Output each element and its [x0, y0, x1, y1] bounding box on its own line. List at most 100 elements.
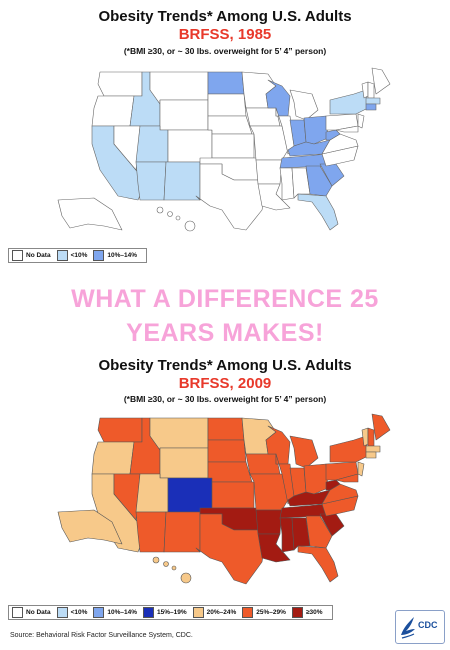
- state-il: [275, 453, 295, 505]
- legend-swatch: [291, 607, 303, 618]
- legend-label: 25%–29%: [256, 609, 286, 616]
- state-nv: [113, 125, 141, 171]
- state-mi: [289, 435, 319, 469]
- state-mt: [149, 71, 209, 105]
- legend-label: 20%–24%: [206, 609, 237, 616]
- map-2009-note: (*BMI ≥30, or ~ 30 lbs. overweight for 5…: [123, 394, 327, 404]
- legend-item-no-data: No Data: [12, 250, 51, 261]
- state-wa: [97, 71, 143, 97]
- state-la: [257, 533, 291, 563]
- state-co: [167, 129, 213, 163]
- state-ar: [255, 159, 283, 185]
- state-ia: [245, 107, 281, 127]
- state-ga: [305, 165, 333, 197]
- legend-label: <10%: [70, 252, 88, 259]
- map-1985-legend: No Data <10% 10%–14%: [8, 248, 148, 263]
- state-sd: [207, 93, 247, 117]
- state-ut: [135, 473, 169, 513]
- legend-item-25-29: 25%–29%: [242, 607, 286, 618]
- state-ny: [329, 89, 369, 115]
- state-nd: [207, 71, 245, 95]
- state-mo: [249, 473, 289, 511]
- banner-line-2: YEARS MAKES!: [126, 319, 324, 347]
- state-ky: [287, 139, 331, 157]
- state-ms: [279, 517, 295, 553]
- state-hi: [156, 206, 196, 232]
- state-al: [291, 167, 311, 199]
- legend-swatch: [192, 607, 204, 618]
- state-me: [371, 413, 391, 441]
- state-ks: [211, 481, 255, 509]
- cdc-logo-text: CDC: [418, 620, 438, 630]
- state-mo: [249, 125, 289, 161]
- map-1985-subtitle: BRFSS, 1985: [178, 26, 272, 43]
- state-ga: [305, 515, 333, 549]
- state-al: [291, 517, 311, 551]
- state-fl: [297, 193, 339, 231]
- state-nd: [207, 417, 245, 441]
- state-tx: [195, 513, 267, 585]
- state-fl: [297, 545, 339, 583]
- state-md: [335, 473, 359, 483]
- state-la: [257, 183, 291, 211]
- state-wy: [159, 99, 209, 131]
- state-ia: [245, 453, 281, 475]
- legend-label: <10%: [70, 609, 88, 616]
- legend-swatch: [242, 607, 254, 618]
- state-ma: [365, 97, 381, 105]
- map-2009-legend: No Data <10% 10%–14% 15%–19% 20%–24% 25%…: [8, 605, 333, 620]
- legend-label: 10%–14%: [107, 252, 138, 259]
- state-tx: [195, 163, 267, 231]
- state-wy: [159, 447, 209, 479]
- state-nh: [367, 427, 375, 447]
- state-hi: [152, 556, 192, 584]
- legend-item-20-24: 20%–24%: [192, 607, 237, 618]
- state-sd: [207, 439, 247, 463]
- state-oh: [303, 463, 329, 495]
- map-1985-note: (*BMI ≥30, or ~ 30 lbs. overweight for 5…: [123, 46, 327, 56]
- state-md: [335, 125, 359, 133]
- state-nm: [163, 161, 201, 201]
- legend-item-no-data: No Data: [12, 607, 51, 618]
- state-nh: [367, 81, 375, 99]
- legend-item-15-19: 15%–19%: [143, 607, 187, 618]
- legend-swatch: [12, 250, 23, 261]
- map-2009-subtitle: BRFSS, 2009: [178, 375, 272, 392]
- legend-item-10-14: 10%–14%: [93, 607, 137, 618]
- legend-swatch: [56, 607, 68, 618]
- state-nj: [357, 113, 365, 129]
- state-az: [135, 161, 167, 201]
- state-ut: [135, 125, 169, 163]
- source-note: Source: Behavioral Risk Factor Surveilla…: [10, 632, 193, 639]
- state-nm: [163, 511, 201, 553]
- state-ny: [329, 435, 369, 463]
- state-ak: [57, 197, 123, 231]
- state-ms: [279, 167, 295, 201]
- state-ar: [255, 509, 283, 535]
- state-ct: [365, 451, 377, 459]
- legend-swatch: [143, 607, 155, 618]
- cdc-logo: CDC: [395, 610, 445, 644]
- state-az: [135, 511, 167, 553]
- state-mi: [289, 89, 319, 121]
- state-ky: [287, 489, 331, 507]
- state-va: [321, 483, 359, 505]
- state-co: [167, 477, 213, 513]
- legend-item-30-plus: ≥30%: [291, 607, 323, 618]
- state-ct: [365, 103, 377, 111]
- legend-swatch: [12, 607, 23, 618]
- state-wv: [325, 129, 341, 141]
- legend-swatch: [93, 250, 105, 261]
- state-ak: [57, 509, 123, 545]
- legend-label: No Data: [26, 252, 51, 259]
- state-nj: [357, 461, 365, 477]
- map-1985-title: Obesity Trends* Among U.S. Adults: [98, 8, 352, 25]
- legend-swatch: [56, 250, 68, 261]
- legend-label: 15%–19%: [157, 609, 187, 616]
- legend-label: ≥30%: [305, 609, 323, 616]
- state-ks: [211, 133, 255, 159]
- legend-item-10-14: 10%–14%: [93, 250, 137, 261]
- legend-swatch: [93, 607, 105, 618]
- state-ma: [365, 445, 381, 453]
- state-or: [91, 95, 135, 127]
